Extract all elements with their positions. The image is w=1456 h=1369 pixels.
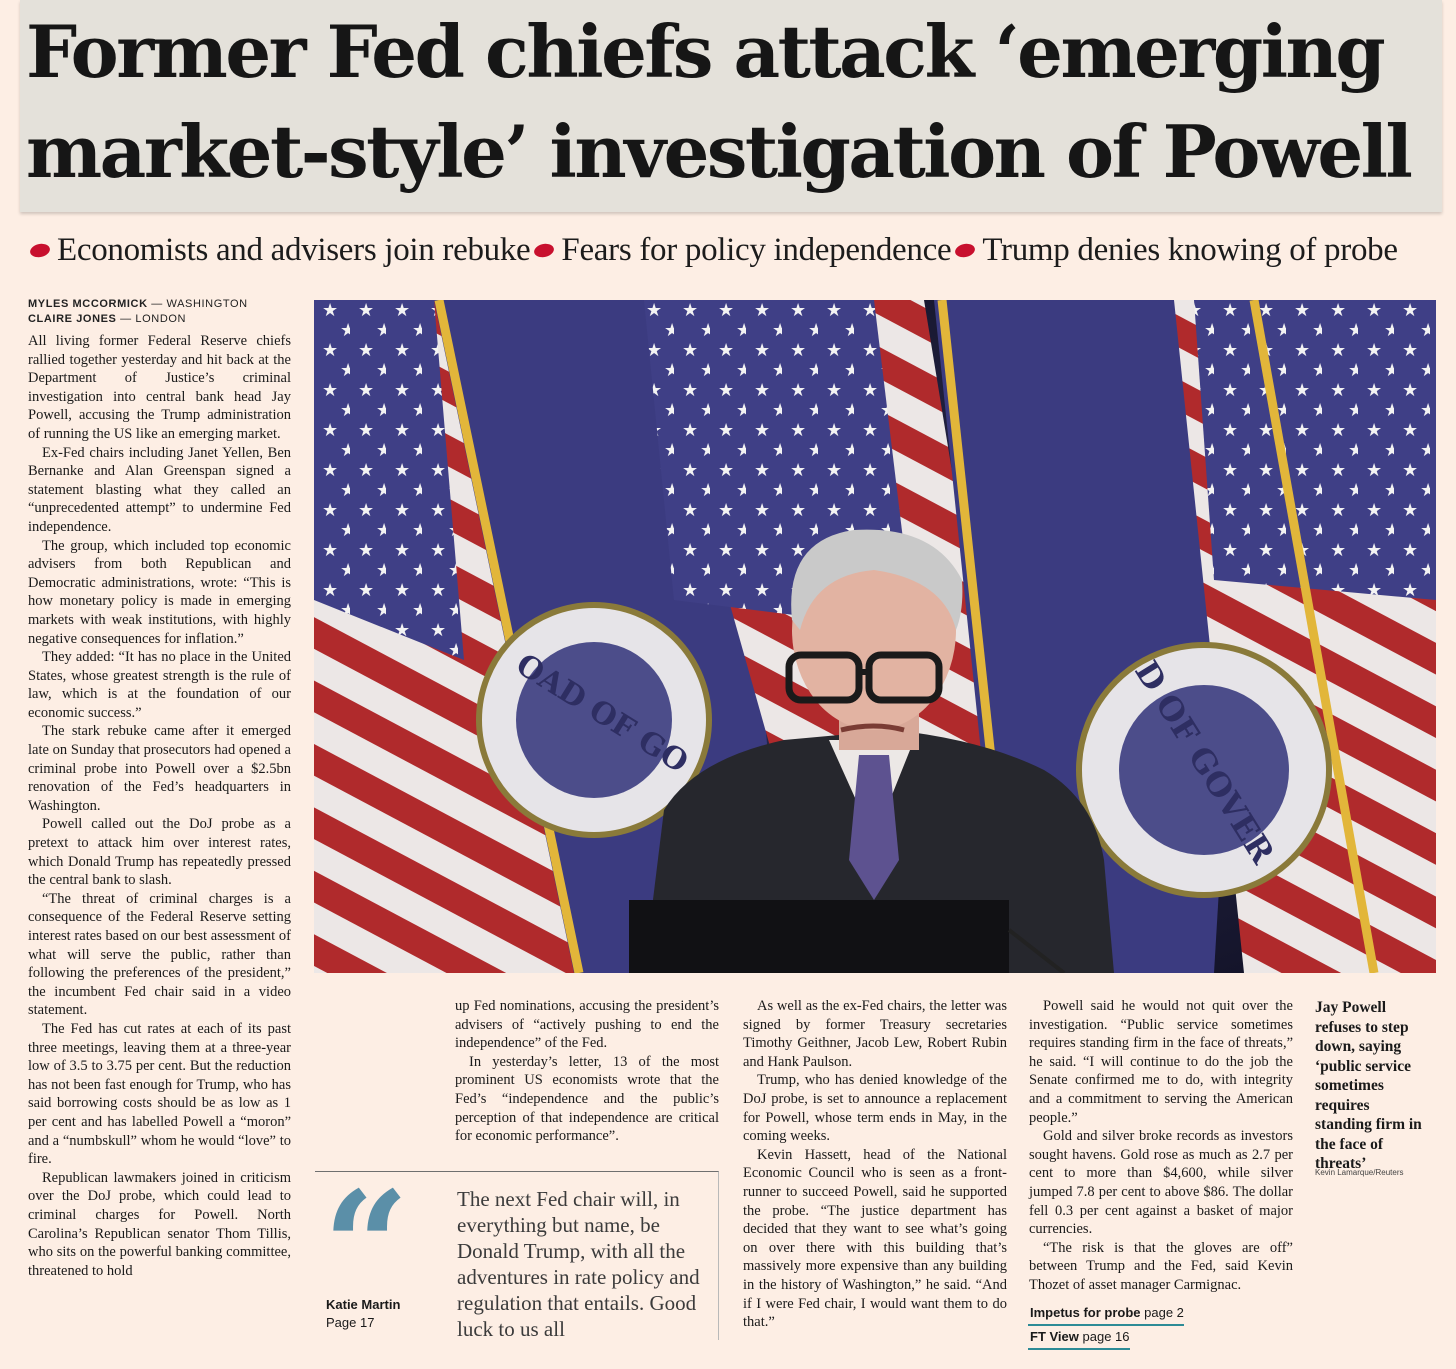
standfirst-item: Economists and advisers join rebuke <box>57 231 531 268</box>
article-column-1: All living former Federal Reserve chiefs… <box>28 332 291 1280</box>
paragraph: The stark rebuke came after it emerged l… <box>28 723 291 814</box>
photo-credit: Kevin Lamarque/Reuters <box>1315 1168 1404 1177</box>
ref-impetus-for-probe[interactable]: Impetus for probe page 2 <box>1028 1302 1184 1326</box>
ref-ft-view[interactable]: FT View page 16 <box>1028 1326 1130 1350</box>
paragraph: The Fed has cut rates at each of its pas… <box>28 1020 291 1168</box>
bullet-icon <box>28 241 52 259</box>
pull-quote: “ Katie Martin Page 17 The next Fed chai… <box>315 1159 719 1341</box>
ref-label: FT View <box>1030 1329 1079 1344</box>
byline-place: — LONDON <box>120 313 187 325</box>
bullet-icon <box>533 241 556 259</box>
paragraph: Kevin Hassett, head of the National Econ… <box>743 1146 1007 1331</box>
byline: MYLES MCCORMICK — WASHINGTON CLAIRE JONE… <box>28 297 298 327</box>
paragraph: up Fed nominations, accusing the preside… <box>455 998 719 1052</box>
quote-attribution: Katie Martin Page 17 <box>326 1296 400 1332</box>
paragraph: “The threat of criminal charges is a con… <box>28 890 291 1019</box>
article-column-3: As well as the ex-Fed chairs, the letter… <box>743 997 1007 1332</box>
headline: Former Fed chiefs attack ‘emerging marke… <box>26 2 1436 202</box>
paragraph: All living former Federal Reserve chiefs… <box>28 333 291 442</box>
paragraph: Ex-Fed chairs including Janet Yellen, Be… <box>28 444 291 535</box>
headline-band <box>20 0 1442 212</box>
quote-author: Katie Martin <box>326 1297 401 1312</box>
byline-name: MYLES MCCORMICK <box>28 298 148 310</box>
paragraph: Republican lawmakers joined in criticism… <box>28 1169 291 1279</box>
standfirst: Economists and advisers join rebuke Fear… <box>26 228 1446 272</box>
paragraph: “The risk is that the gloves are off” be… <box>1029 1239 1293 1293</box>
byline-entry: MYLES MCCORMICK — WASHINGTON <box>28 297 298 312</box>
paragraph: Gold and silver broke records as investo… <box>1029 1128 1293 1238</box>
standfirst-item: Fears for policy independence <box>561 231 952 268</box>
photo-powell-press-conference: ★ ★ OAD OF GO D OF GOVER <box>314 300 1436 973</box>
photo-caption: Jay Powell refuses to step down, saying … <box>1315 999 1422 1172</box>
paragraph: They added: “It has no place in the Unit… <box>28 649 291 721</box>
quote-mark-icon: “ <box>323 1159 410 1335</box>
paragraph: Powell said he would not quit over the i… <box>1029 998 1293 1126</box>
headline-line-1: Former Fed chiefs attack ‘emerging <box>26 9 1386 94</box>
paragraph: As well as the ex-Fed chairs, the letter… <box>743 998 1007 1070</box>
bullet-icon <box>954 241 977 259</box>
byline-entry: CLAIRE JONES — LONDON <box>28 312 298 327</box>
article-column-4: Powell said he would not quit over the i… <box>1029 997 1293 1295</box>
paragraph: Powell called out the DoJ probe as a pre… <box>28 816 291 889</box>
standfirst-item: Trump denies knowing of probe <box>982 231 1398 268</box>
byline-place: — WASHINGTON <box>151 298 248 310</box>
paragraph: The group, which included top economic a… <box>28 537 291 647</box>
quote-text: The next Fed chair will, in everything b… <box>457 1187 700 1341</box>
ref-page: page 2 <box>1144 1305 1184 1320</box>
article-column-2: up Fed nominations, accusing the preside… <box>455 997 719 1146</box>
headline-line-2: market-style’ investigation of Powell <box>26 109 1413 194</box>
byline-name: CLAIRE JONES <box>28 313 117 325</box>
cross-references: Impetus for probe page 2 FT View page 16 <box>1028 1302 1228 1350</box>
ref-page: page 16 <box>1082 1329 1130 1344</box>
ref-label: Impetus for probe <box>1030 1305 1141 1320</box>
paragraph: Trump, who has denied knowledge of the D… <box>743 1072 1007 1145</box>
paragraph: In yesterday’s letter, 13 of the most pr… <box>455 1053 719 1145</box>
quote-page-ref: Page 17 <box>326 1315 375 1330</box>
